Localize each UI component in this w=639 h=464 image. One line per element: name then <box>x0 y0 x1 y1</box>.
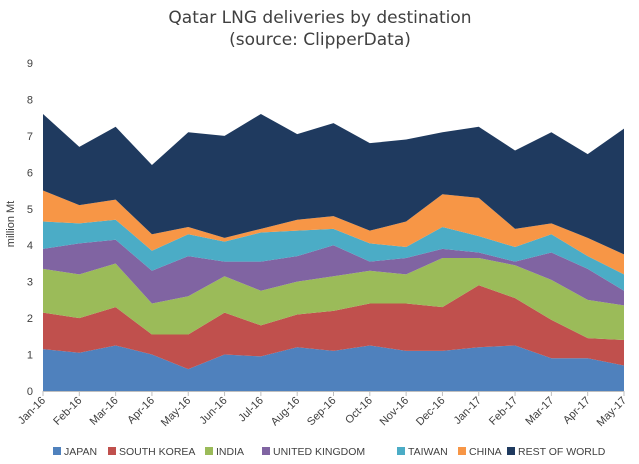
y-tick-label: 1 <box>27 350 33 362</box>
legend-swatch <box>262 447 270 455</box>
plot-areas <box>43 114 624 391</box>
y-tick-label: 4 <box>27 240 33 252</box>
x-tick-label: May-16 <box>159 395 193 429</box>
y-tick-label: 7 <box>27 131 33 143</box>
y-tick-label: 9 <box>27 58 33 70</box>
x-tick-label: Jan-16 <box>16 395 48 427</box>
y-tick-label: 3 <box>27 277 33 289</box>
x-tick-label: Jun-16 <box>197 395 229 427</box>
x-tick-label: Mar-16 <box>88 395 121 428</box>
x-tick-label: Dec-16 <box>414 395 448 429</box>
y-axis-label: million Mt <box>5 201 17 247</box>
legend-label: REST OF WORLD <box>518 446 606 458</box>
x-tick-label: Jan-17 <box>452 395 484 427</box>
legend-label: SOUTH KOREA <box>119 446 195 458</box>
area-south-korea <box>43 285 624 370</box>
x-tick-label: Mar-17 <box>523 395 556 428</box>
chart-subtitle: (source: ClipperData) <box>229 30 411 50</box>
legend-swatch <box>53 447 61 455</box>
legend: JAPAN SOUTH KOREA INDIA UNITED KINGDOM TAIWA… <box>53 446 606 458</box>
legend-swatch <box>458 447 466 455</box>
y-tick-label: 6 <box>27 167 33 179</box>
area-taiwan <box>43 219 624 291</box>
legend-swatch <box>397 447 405 455</box>
x-tick-label: Apr-16 <box>125 395 157 427</box>
legend-label: CHINA <box>469 446 502 458</box>
y-tick-label: 5 <box>27 204 33 216</box>
y-tick-label: 8 <box>27 94 33 106</box>
area-japan <box>43 345 624 391</box>
x-tick-label: Apr-17 <box>561 395 593 427</box>
x-tick-label: Feb-17 <box>487 395 520 428</box>
y-tick-label: 2 <box>27 313 33 325</box>
x-tick-label: Oct-16 <box>343 395 375 427</box>
x-tick-label: Aug-16 <box>269 395 303 429</box>
axes <box>42 391 625 396</box>
x-tick-label: Feb-16 <box>51 395 84 428</box>
area-rest-of-world <box>43 114 624 255</box>
legend-swatch <box>205 447 213 455</box>
legend-label: JAPAN <box>64 446 97 458</box>
y-tick-label: 0 <box>27 386 33 398</box>
y-tick-labels: 0 1 2 3 4 5 6 7 8 9 <box>27 58 33 398</box>
legend-swatch <box>507 447 515 455</box>
legend-swatch <box>108 447 116 455</box>
chart-title: Qatar LNG deliveries by destination <box>168 8 471 28</box>
x-tick-label: Nov-16 <box>378 395 412 429</box>
legend-label: INDIA <box>216 446 244 458</box>
area-india <box>43 257 624 340</box>
x-tick-label: Sep-16 <box>305 395 339 429</box>
x-tick-label: May-17 <box>595 395 629 429</box>
legend-label: TAIWAN <box>408 446 448 458</box>
legend-label: UNITED KINGDOM <box>273 446 365 458</box>
x-tick-label: Jul-16 <box>236 395 266 425</box>
area-china <box>43 190 624 275</box>
x-tick-labels: Jan-16 Feb-16 Mar-16 Apr-16 May-16 Jun-16 Jul-… <box>16 395 629 429</box>
